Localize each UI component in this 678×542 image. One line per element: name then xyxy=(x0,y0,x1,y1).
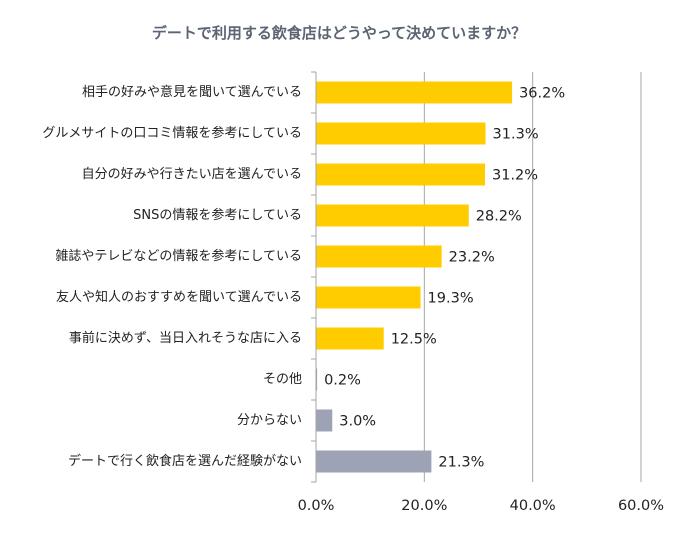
x-tick-label-3: 60.0% xyxy=(618,498,664,514)
bar-1 xyxy=(316,122,486,145)
value-label-4: 23.2% xyxy=(449,250,495,266)
category-label-5: 友人や知人のおすすめを聞いて選んでいる xyxy=(56,289,302,305)
value-label-5: 19.3% xyxy=(428,291,474,307)
value-label-0: 36.2% xyxy=(519,86,565,102)
category-label-0: 相手の好みや意見を聞いて選んでいる xyxy=(82,84,302,100)
x-tick-label-0: 0.0% xyxy=(298,498,335,514)
category-label-1: グルメサイトの口コミ情報を参考にしている xyxy=(42,125,302,141)
bar-6 xyxy=(316,327,384,350)
category-label-4: 雑誌やテレビなどの情報を参考にしている xyxy=(55,248,302,264)
value-label-2: 31.2% xyxy=(492,168,538,184)
bar-2 xyxy=(316,163,485,186)
x-tick-label-2: 40.0% xyxy=(510,498,556,514)
category-label-9: デートで行く飲食店を選んだ経験がない xyxy=(68,453,302,469)
category-label-8: 分からない xyxy=(237,413,302,428)
value-label-8: 3.0% xyxy=(339,414,376,430)
bar-8 xyxy=(316,409,333,432)
value-label-9: 21.3% xyxy=(438,455,484,471)
value-label-6: 12.5% xyxy=(391,332,437,348)
bar-3 xyxy=(316,204,469,227)
category-label-2: 自分の好みや行きたい店を選んでいる xyxy=(82,167,302,182)
x-tick-label-1: 20.0% xyxy=(401,498,447,514)
bar-5 xyxy=(316,286,421,309)
value-label-1: 31.3% xyxy=(493,127,539,143)
bar-7 xyxy=(316,368,318,391)
labels: 相手の好みや意見を聞いて選んでいる 36.2% グルメサイトの口コミ情報を参考にして… xyxy=(42,84,664,514)
category-label-6: 事前に決めず、当日入れそうな店に入る xyxy=(69,330,302,346)
chart-title: デートで利用する飲食店はどうやって決めていますか？ xyxy=(151,24,527,42)
bar-4 xyxy=(316,245,442,268)
category-label-7: その他 xyxy=(263,372,302,387)
value-label-7: 0.2% xyxy=(324,373,361,389)
bar-9 xyxy=(316,450,432,473)
value-label-3: 28.2% xyxy=(476,209,522,225)
bar-0 xyxy=(316,81,513,104)
axes xyxy=(311,71,317,483)
bars xyxy=(316,81,513,473)
category-label-3: SNSの情報を参考にしている xyxy=(133,207,302,223)
